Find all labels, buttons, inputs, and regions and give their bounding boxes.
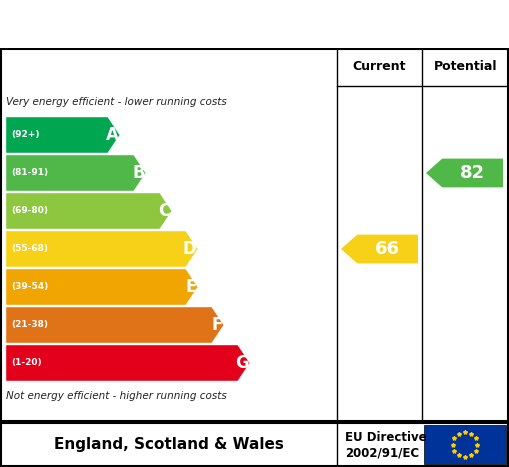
- Polygon shape: [6, 269, 198, 305]
- Text: (55-68): (55-68): [11, 245, 48, 254]
- Text: Current: Current: [353, 61, 406, 73]
- Text: B: B: [132, 164, 145, 182]
- Bar: [424, 425, 506, 464]
- Text: EU Directive: EU Directive: [345, 431, 427, 444]
- Text: Potential: Potential: [434, 61, 497, 73]
- Text: C: C: [158, 202, 171, 220]
- Text: England, Scotland & Wales: England, Scotland & Wales: [53, 437, 284, 452]
- Polygon shape: [6, 193, 172, 229]
- Text: 82: 82: [460, 164, 485, 182]
- Polygon shape: [341, 234, 418, 263]
- Text: A: A: [106, 126, 119, 144]
- Text: Very energy efficient - lower running costs: Very energy efficient - lower running co…: [6, 97, 227, 107]
- Polygon shape: [6, 231, 198, 267]
- Text: 2002/91/EC: 2002/91/EC: [345, 446, 419, 459]
- Polygon shape: [6, 345, 250, 381]
- Text: F: F: [211, 316, 223, 334]
- Text: (81-91): (81-91): [11, 169, 48, 177]
- Text: E: E: [185, 278, 197, 296]
- Text: (69-80): (69-80): [11, 206, 48, 215]
- Polygon shape: [426, 159, 503, 187]
- Text: (1-20): (1-20): [11, 359, 42, 368]
- Polygon shape: [6, 155, 146, 191]
- Text: G: G: [235, 354, 249, 372]
- Text: 66: 66: [375, 240, 400, 258]
- Polygon shape: [6, 307, 224, 343]
- Text: Not energy efficient - higher running costs: Not energy efficient - higher running co…: [6, 391, 227, 401]
- Polygon shape: [6, 117, 120, 153]
- Text: (92+): (92+): [11, 130, 40, 140]
- Text: (39-54): (39-54): [11, 283, 48, 291]
- Text: Energy Efficiency Rating: Energy Efficiency Rating: [8, 14, 314, 34]
- Text: D: D: [183, 240, 197, 258]
- Text: (21-38): (21-38): [11, 320, 48, 330]
